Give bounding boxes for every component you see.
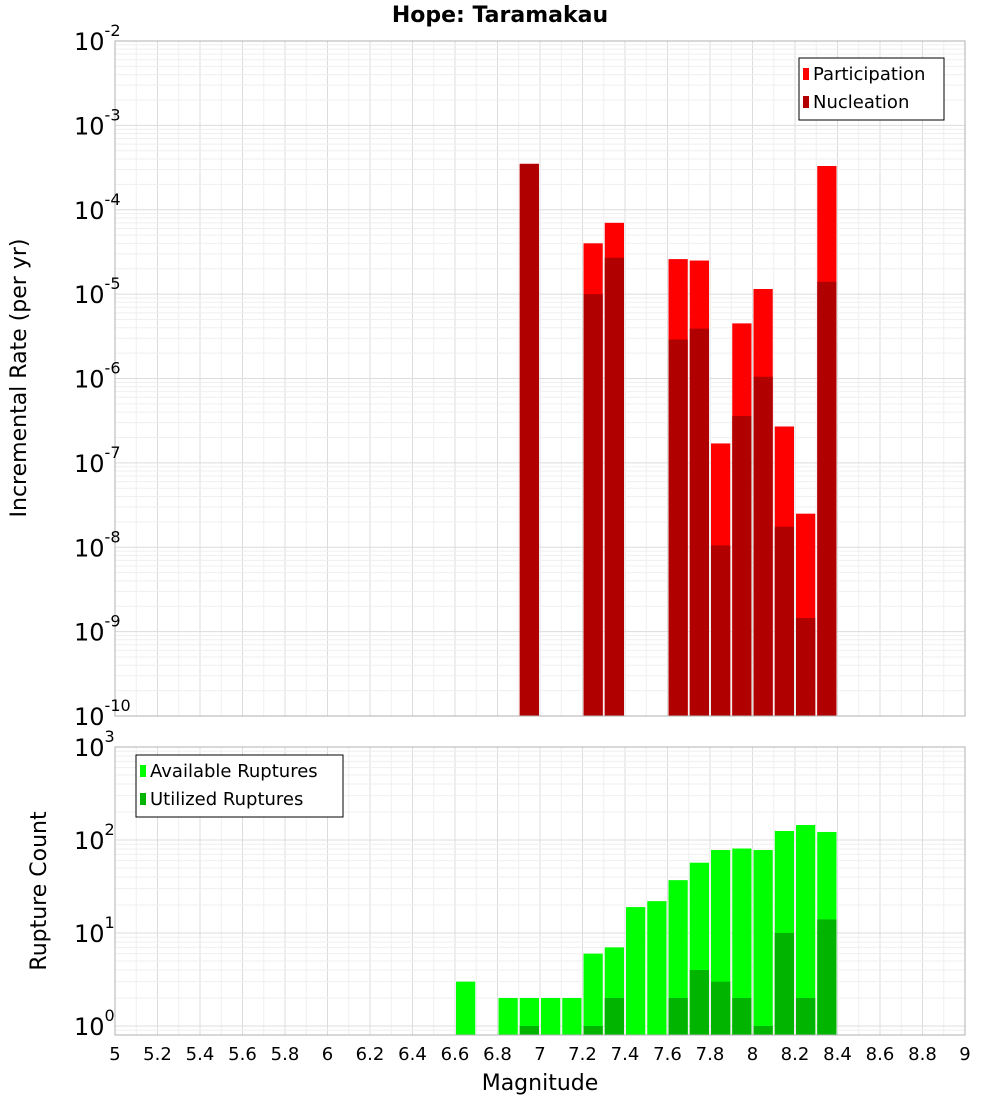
count-bar-available-ruptures (796, 824, 816, 1035)
x-axis-ticks: 5 5.2 5.4 5.6 5.8 6 6.2 6.4 6.6 6.8 7 7.2 7.4 7.6 7.8 8… (109, 1044, 970, 1065)
y-tick-label: 10-3 (74, 105, 121, 140)
y-tick-label: 10-9 (74, 612, 121, 647)
x-tick-label: 7.2 (568, 1044, 597, 1065)
x-tick-label: 6 (322, 1044, 333, 1065)
count-bar-utilized-ruptures (796, 997, 816, 1035)
y-tick-label: 103 (74, 727, 115, 762)
count-bar-utilized-ruptures (774, 932, 794, 1035)
x-tick-label: 8.4 (823, 1044, 852, 1065)
count-bar-available-ruptures (668, 880, 688, 1035)
rate-legend-label: Nucleation (813, 92, 909, 113)
x-tick-label: 5.8 (271, 1044, 300, 1065)
count-legend-swatch (140, 765, 146, 777)
x-axis-label: Magnitude (482, 1071, 599, 1096)
x-tick-label: 6.4 (398, 1044, 427, 1065)
x-tick-label: 8.6 (866, 1044, 895, 1065)
y-tick-label: 10-5 (74, 274, 121, 309)
count-legend-label: Available Ruptures (150, 761, 318, 782)
rate-bar-nucleation (774, 526, 794, 716)
count-legend-box (135, 754, 344, 818)
x-tick-label: 8 (747, 1044, 758, 1065)
x-tick-label: 5 (109, 1044, 120, 1065)
y-tick-label: 100 (74, 1006, 115, 1041)
x-tick-label: 6.8 (483, 1044, 512, 1065)
rate-bar-nucleation (732, 415, 752, 716)
rate-legend-label: Participation (813, 64, 925, 85)
count-plot-yticks: 100 101 102 103 (74, 727, 115, 1041)
y-tick-label: 10-4 (74, 190, 121, 225)
x-tick-label: 5.6 (228, 1044, 257, 1065)
x-tick-label: 8.2 (781, 1044, 810, 1065)
count-bar-utilized-ruptures (583, 1025, 603, 1035)
rate-bar-nucleation (519, 163, 539, 717)
x-tick-label: 5.4 (186, 1044, 215, 1065)
rate-plot-ylabel: Incremental Rate (per yr) (7, 239, 32, 518)
count-bar-available-ruptures (456, 981, 476, 1035)
count-bar-available-ruptures (753, 850, 773, 1035)
rate-legend-swatch (803, 96, 809, 108)
count-bar-utilized-ruptures (817, 919, 837, 1035)
rate-plot-grid (114, 41, 966, 717)
rate-plot-yticks: 10-10 10-9 10-8 10-7 10-6 10-5 10-4 10-3 10-2 (74, 21, 131, 731)
rate-bar-nucleation (668, 339, 688, 716)
count-bar-available-ruptures (562, 997, 582, 1035)
count-bar-available-ruptures (519, 997, 539, 1035)
y-tick-label: 10-8 (74, 527, 121, 562)
rate-bar-nucleation (817, 281, 837, 716)
count-plot-bars (456, 824, 837, 1035)
rate-bar-nucleation (753, 376, 773, 716)
count-plot-legend: Available Ruptures Utilized Ruptures (135, 754, 344, 818)
count-plot-frame (114, 746, 966, 1036)
count-legend-swatch (140, 793, 146, 805)
count-bar-available-ruptures (583, 953, 603, 1035)
rate-bar-nucleation (583, 294, 603, 716)
x-tick-label: 5.2 (143, 1044, 172, 1065)
x-tick-label: 9 (959, 1044, 970, 1065)
rate-legend-swatch (803, 68, 809, 80)
rate-plot-legend: Participation Nucleation (798, 57, 945, 121)
rate-bar-nucleation (711, 545, 731, 716)
count-bar-utilized-ruptures (519, 1025, 539, 1035)
x-tick-label: 7.8 (696, 1044, 725, 1065)
count-bar-utilized-ruptures (711, 981, 731, 1035)
count-bar-utilized-ruptures (753, 1025, 773, 1035)
count-bar-available-ruptures (647, 901, 667, 1035)
x-tick-label: 7.6 (653, 1044, 682, 1065)
count-bar-available-ruptures (732, 848, 752, 1035)
count-plot-ylabel: Rupture Count (27, 811, 52, 971)
count-plot: 100 101 102 103 Rupture Count Available Rup… (27, 727, 966, 1041)
count-bar-utilized-ruptures (732, 997, 752, 1035)
count-legend-label: Utilized Ruptures (150, 789, 303, 810)
count-bar-available-ruptures (541, 997, 561, 1035)
y-tick-label: 101 (74, 913, 115, 948)
count-bar-utilized-ruptures (689, 969, 709, 1035)
y-tick-label: 102 (74, 820, 115, 855)
rate-legend-box (798, 57, 945, 121)
chart-title: Hope: Taramakau (392, 3, 608, 28)
y-tick-label: 10-6 (74, 359, 121, 394)
rate-bar-nucleation (796, 618, 816, 716)
x-tick-label: 8.8 (908, 1044, 937, 1065)
count-bar-utilized-ruptures (668, 997, 688, 1035)
count-bar-utilized-ruptures (604, 997, 624, 1035)
rate-plot-frame (114, 40, 966, 717)
rate-bar-nucleation (604, 257, 624, 716)
x-tick-label: 7.4 (611, 1044, 640, 1065)
rate-plot: 10-10 10-9 10-8 10-7 10-6 10-5 10-4 10-3 10-2 In… (7, 21, 966, 731)
count-bar-available-ruptures (626, 907, 646, 1035)
rate-bar-nucleation (689, 328, 709, 716)
y-tick-label: 10-2 (74, 21, 121, 56)
x-tick-label: 7 (534, 1044, 545, 1065)
y-tick-label: 10-10 (74, 696, 131, 731)
x-tick-label: 6.6 (441, 1044, 470, 1065)
count-bar-available-ruptures (498, 997, 518, 1035)
y-tick-label: 10-7 (74, 443, 121, 478)
x-tick-label: 6.2 (356, 1044, 385, 1065)
rate-plot-bars (519, 163, 837, 717)
